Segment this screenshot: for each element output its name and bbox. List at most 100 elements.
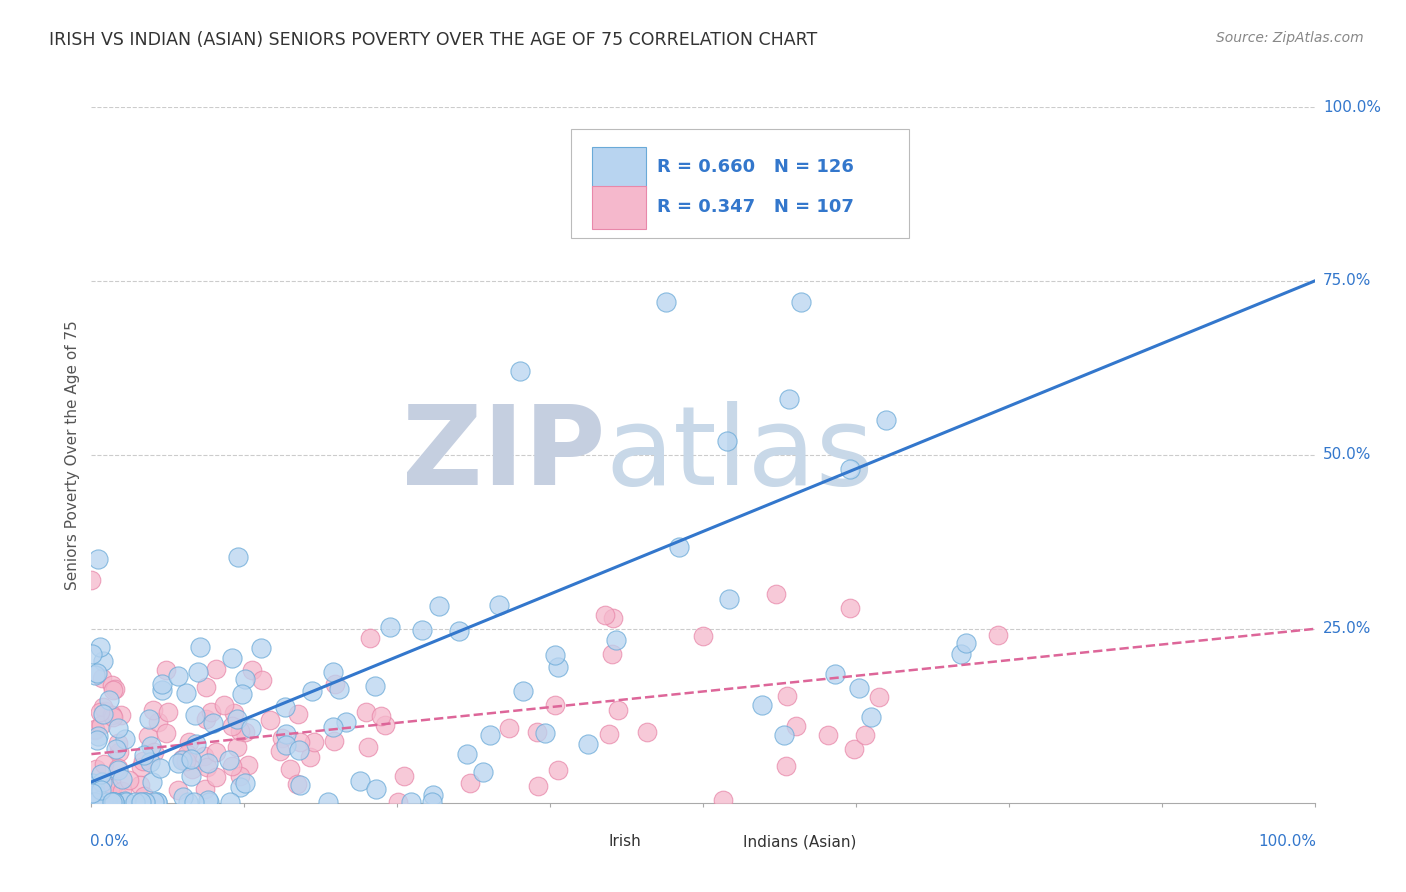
Point [82,795,104,809]
Point [103,795,125,809]
Point [790,294,813,309]
Point [170,752,193,766]
Point [231,687,253,701]
Point [179,734,201,748]
Point [288,735,311,749]
Point [80,573,103,587]
Point [201,716,224,731]
Point [149,761,172,775]
Point [824,667,846,681]
Point [91,654,114,668]
Point [96,795,118,809]
Point [225,739,247,754]
Point [838,601,860,615]
Point [82,786,104,800]
Point [184,738,207,752]
Point [716,434,738,448]
Point [115,795,138,809]
Text: R = 0.347   N = 107: R = 0.347 N = 107 [657,197,853,216]
Text: IRISH VS INDIAN (ASIAN) SENIORS POVERTY OVER THE AGE OF 75 CORRELATION CHART: IRISH VS INDIAN (ASIAN) SENIORS POVERTY … [49,31,817,49]
Point [83,779,105,793]
Point [526,724,548,739]
Point [89,705,111,719]
Text: Indians (Asian): Indians (Asian) [744,834,856,849]
Point [668,540,690,554]
Point [218,795,240,809]
Point [141,775,163,789]
Point [359,632,381,646]
Text: Irish: Irish [609,834,641,849]
Point [83,723,105,737]
Point [107,789,129,804]
Point [180,769,202,783]
Point [103,795,125,809]
Point [364,679,387,693]
Point [692,629,714,643]
Point [91,775,114,789]
Point [322,665,344,679]
Point [349,773,371,788]
Point [187,665,209,679]
Point [987,628,1010,642]
Text: 75.0%: 75.0% [1323,274,1371,288]
Point [844,741,866,756]
Point [509,364,531,378]
Point [593,607,616,622]
Point [302,735,325,749]
Point [859,710,882,724]
Point [194,712,217,726]
Point [80,647,103,661]
Point [785,719,807,733]
Point [129,795,152,809]
Point [110,708,132,723]
Point [83,668,105,682]
Point [134,747,156,762]
Text: ZIP: ZIP [402,401,605,508]
Point [288,778,311,792]
FancyBboxPatch shape [592,146,645,189]
Point [228,724,250,739]
Point [427,599,450,614]
Point [479,728,502,742]
Point [456,747,478,762]
Point [89,640,111,654]
Point [655,294,678,309]
Point [636,724,658,739]
Point [274,726,297,740]
Point [488,598,510,612]
Point [96,795,118,809]
Text: 100.0%: 100.0% [1323,100,1381,114]
Point [97,693,120,707]
Point [301,684,323,698]
Point [84,795,107,809]
Point [114,732,136,747]
Point [374,717,396,731]
Point [91,672,114,686]
Text: 50.0%: 50.0% [1323,448,1371,462]
Point [544,698,567,713]
Point [817,728,839,742]
FancyBboxPatch shape [553,827,603,857]
Point [104,742,127,756]
Point [259,713,281,727]
Point [111,772,134,786]
Point [512,684,534,698]
Point [138,712,160,726]
Point [602,611,624,625]
Y-axis label: Seniors Poverty Over the Age of 75: Seniors Poverty Over the Age of 75 [65,320,80,590]
Point [205,770,228,784]
Point [100,678,122,692]
Point [129,795,152,809]
Point [228,769,250,783]
FancyBboxPatch shape [688,827,737,857]
Point [775,759,797,773]
Point [107,763,129,777]
Point [107,721,129,735]
Point [136,730,159,744]
Point [101,708,124,723]
Point [103,779,125,793]
Point [117,772,139,787]
Point [86,733,108,747]
Point [143,745,166,759]
Point [221,759,243,773]
